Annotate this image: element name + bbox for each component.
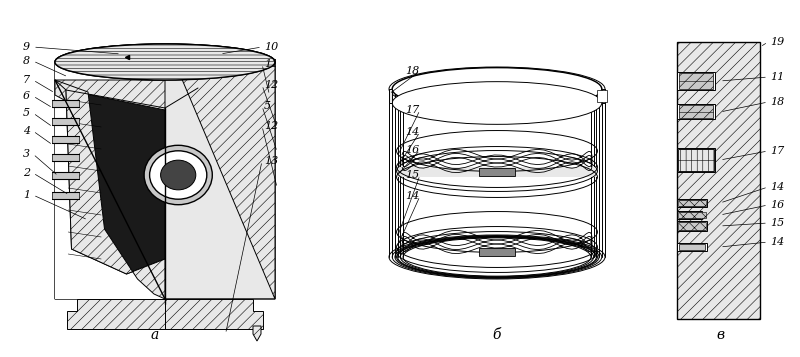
Bar <box>677 104 715 119</box>
Bar <box>679 105 713 118</box>
Bar <box>479 248 515 256</box>
Text: 11: 11 <box>770 72 784 82</box>
Bar <box>52 100 79 107</box>
Bar <box>679 244 705 250</box>
Text: 18: 18 <box>405 66 419 76</box>
Bar <box>679 200 705 206</box>
Bar <box>677 148 715 172</box>
Text: 14: 14 <box>405 191 419 201</box>
Text: 7: 7 <box>23 75 30 85</box>
Bar <box>677 243 707 251</box>
Bar <box>677 72 715 90</box>
Text: б: б <box>493 328 502 342</box>
Polygon shape <box>55 44 275 299</box>
Text: 11: 11 <box>264 59 278 69</box>
Bar <box>678 212 706 218</box>
Text: 14: 14 <box>405 127 419 137</box>
Polygon shape <box>66 90 165 274</box>
Text: 5: 5 <box>23 108 30 118</box>
Bar <box>52 192 79 199</box>
Text: 8: 8 <box>23 56 30 66</box>
Text: 5: 5 <box>264 101 271 111</box>
Text: 3: 3 <box>23 149 30 159</box>
Bar <box>52 118 79 125</box>
Polygon shape <box>602 89 605 103</box>
Polygon shape <box>253 326 261 341</box>
Bar <box>678 222 706 230</box>
Text: 1: 1 <box>23 190 30 200</box>
Bar <box>677 199 707 207</box>
Bar <box>678 149 714 171</box>
Bar <box>677 211 702 219</box>
Text: а: а <box>151 328 159 342</box>
Bar <box>52 172 79 179</box>
Polygon shape <box>165 299 263 329</box>
Ellipse shape <box>161 160 196 190</box>
Text: 12: 12 <box>264 80 278 90</box>
Ellipse shape <box>392 82 602 124</box>
Bar <box>598 90 607 102</box>
Text: 15: 15 <box>405 170 419 180</box>
Polygon shape <box>389 89 392 103</box>
Bar <box>479 168 515 176</box>
Polygon shape <box>55 80 165 299</box>
Polygon shape <box>67 299 165 329</box>
Polygon shape <box>182 62 275 299</box>
Ellipse shape <box>55 44 275 80</box>
Text: 13: 13 <box>264 156 278 166</box>
Bar <box>679 212 700 218</box>
Bar <box>52 136 79 143</box>
Polygon shape <box>397 167 598 177</box>
Bar <box>679 149 713 171</box>
Text: 6: 6 <box>23 91 30 101</box>
Bar <box>679 222 705 230</box>
Text: 16: 16 <box>405 145 419 155</box>
Text: 17: 17 <box>770 146 784 156</box>
Bar <box>678 200 706 206</box>
Text: 15: 15 <box>770 218 784 228</box>
Ellipse shape <box>150 151 207 199</box>
Text: 2: 2 <box>23 168 30 178</box>
Text: 14: 14 <box>770 182 784 192</box>
Text: 4: 4 <box>23 126 30 136</box>
Bar <box>679 73 713 89</box>
Text: в: в <box>716 328 724 342</box>
Ellipse shape <box>392 68 602 110</box>
Text: 16: 16 <box>770 200 784 210</box>
Ellipse shape <box>144 145 212 205</box>
Polygon shape <box>55 62 165 299</box>
Text: 9: 9 <box>23 42 30 52</box>
Text: 14: 14 <box>770 237 784 247</box>
Bar <box>52 154 79 161</box>
Bar <box>677 42 760 319</box>
Text: 17: 17 <box>405 105 419 115</box>
Text: 10: 10 <box>264 42 278 52</box>
Text: 12: 12 <box>264 121 278 131</box>
Polygon shape <box>55 80 165 125</box>
Ellipse shape <box>55 44 275 80</box>
Text: 18: 18 <box>770 97 784 107</box>
Bar <box>677 221 707 231</box>
Text: 19: 19 <box>770 37 784 47</box>
